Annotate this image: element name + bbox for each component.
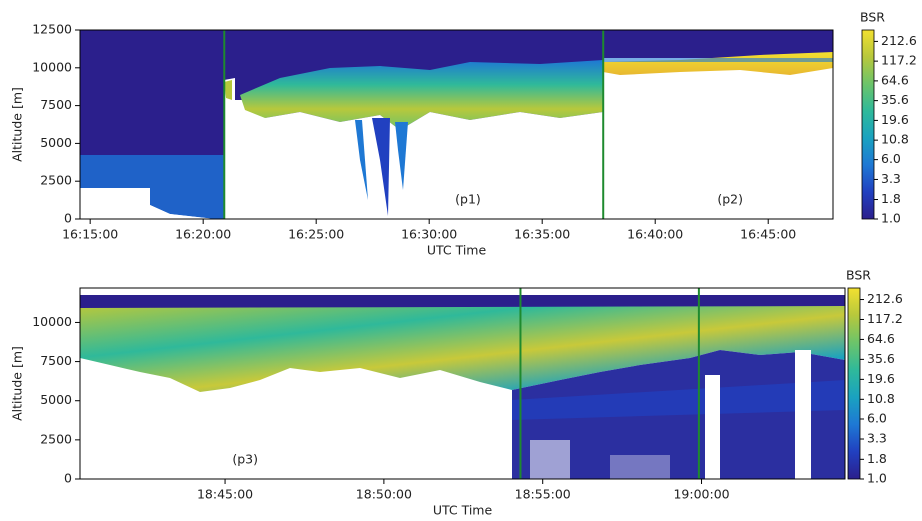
heatmap-field: [80, 295, 845, 479]
y-tick-label: 5000: [40, 135, 72, 150]
y-tick-label: 0: [64, 471, 72, 486]
y-tick-label: 2500: [40, 173, 72, 188]
colorbar-tick-label: 1.0: [867, 471, 887, 486]
colorbar-tick-label: 117.2: [867, 311, 903, 326]
annotation: (p1): [455, 191, 481, 206]
x-tick-label: 19:00:00: [673, 487, 729, 502]
colorbar-tick-label: 10.8: [867, 391, 895, 406]
x-tick-label: 16:15:00: [62, 227, 118, 242]
colorbar-tick-label: 3.3: [867, 431, 887, 446]
colorbar-tick-label: 6.0: [867, 411, 887, 426]
x-tick-label: 16:20:00: [175, 227, 231, 242]
x-tick-label: 16:45:00: [740, 227, 796, 242]
y-tick-label: 5000: [40, 392, 72, 407]
colorbar-tick-label: 212.6: [867, 291, 903, 306]
x-tick-label: 18:55:00: [515, 487, 571, 502]
y-tick-label: 0: [64, 211, 72, 226]
y-tick-label: 12500: [32, 22, 72, 37]
axes-frame: [79, 287, 846, 480]
y-tick-label: 2500: [40, 431, 72, 446]
colorbar-tick-label: 19.6: [881, 112, 909, 127]
x-tick-label: 18:50:00: [356, 487, 412, 502]
annotation: (p3): [232, 452, 258, 467]
y-axis-label: Altitude [m]: [10, 346, 25, 421]
y-tick-label: 7500: [40, 353, 72, 368]
colorbar-tick-label: 35.6: [881, 92, 909, 107]
axes-frame: [79, 29, 834, 220]
colorbar: [861, 29, 875, 220]
x-tick-label: 16:25:00: [288, 227, 344, 242]
colorbar-tick-label: 117.2: [881, 53, 917, 68]
colorbar-tick-label: 1.0: [881, 211, 901, 226]
annotation: (p2): [717, 191, 743, 206]
colorbar: [847, 287, 861, 480]
x-tick-label: 16:40:00: [627, 227, 683, 242]
colorbar-label: BSR: [846, 268, 871, 283]
colorbar-tick-label: 64.6: [867, 331, 895, 346]
y-axis-label: Altitude [m]: [10, 87, 25, 162]
x-tick-label: 16:35:00: [514, 227, 570, 242]
heatmap-field: [80, 30, 833, 219]
x-tick-label: 16:30:00: [401, 227, 457, 242]
colorbar-tick-label: 35.6: [867, 351, 895, 366]
x-axis-label: UTC Time: [433, 503, 493, 518]
y-tick-label: 10000: [32, 59, 72, 74]
colorbar-tick-label: 1.8: [867, 451, 887, 466]
y-tick-label: 7500: [40, 97, 72, 112]
colorbar-tick-label: 6.0: [881, 151, 901, 166]
colorbar-label: BSR: [860, 10, 885, 25]
colorbar-tick-label: 1.8: [881, 191, 901, 206]
colorbar-tick-label: 3.3: [881, 171, 901, 186]
colorbar-tick-label: 19.6: [867, 371, 895, 386]
colorbar-tick-label: 212.6: [881, 33, 917, 48]
x-axis-label: UTC Time: [427, 243, 487, 258]
colorbar-tick-label: 10.8: [881, 132, 909, 147]
colorbar-tick-label: 64.6: [881, 72, 909, 87]
x-tick-label: 18:45:00: [197, 487, 253, 502]
y-tick-label: 10000: [32, 314, 72, 329]
